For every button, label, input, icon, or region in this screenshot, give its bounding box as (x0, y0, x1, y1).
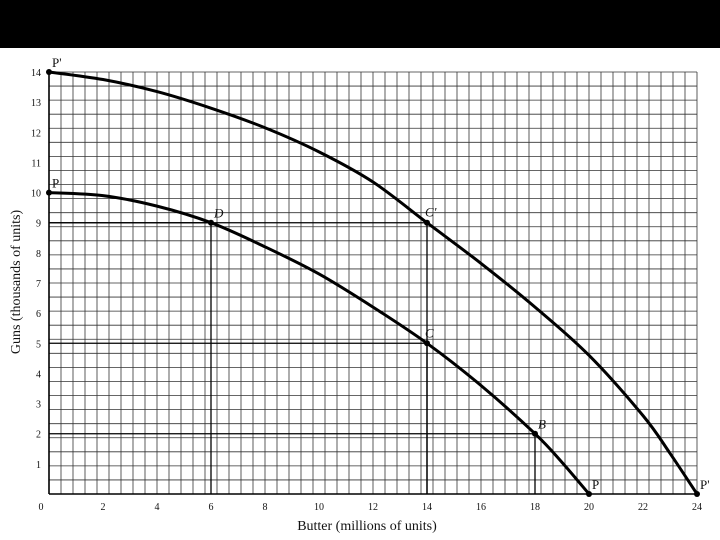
y-tick-label: 14 (31, 68, 41, 79)
x-tick-label: 20 (584, 502, 594, 513)
x-tick-label: 8 (263, 502, 268, 513)
y-tick-label: 9 (36, 219, 41, 230)
y-tick-label: 12 (31, 128, 41, 139)
x-tick-label: 24 (692, 502, 702, 513)
series-line-Pprime (48, 70, 699, 495)
x-tick-label: 2 (101, 502, 106, 513)
x-tick-label: 10 (314, 502, 324, 513)
data-point (46, 69, 52, 75)
point-label: P (592, 477, 599, 492)
point-label: P' (52, 55, 62, 70)
x-axis-label: Butter (millions of units) (297, 519, 437, 534)
data-point (424, 219, 430, 226)
x-tick-label: 22 (638, 502, 648, 513)
labeled-points: P' P D C' C B P P' (46, 55, 710, 497)
point-label: P (52, 176, 59, 191)
data-point (586, 491, 592, 497)
y-axis-label: Guns (thousands of units) (9, 210, 24, 355)
top-black-bar (0, 0, 720, 48)
point-label: D (213, 206, 224, 221)
point-label: C (425, 325, 434, 340)
x-tick-label: 12 (368, 502, 378, 513)
point-label: B (538, 417, 546, 432)
x-tick-label: 4 (155, 502, 160, 513)
x-tick-label: 6 (209, 502, 214, 513)
y-tick-label: 6 (36, 309, 41, 320)
y-tick-label: 5 (36, 339, 41, 350)
y-tick-label: 11 (31, 158, 41, 169)
point-label: C' (425, 205, 437, 220)
x-tick-label: 14 (422, 502, 432, 513)
x-tick-label: 16 (476, 502, 486, 513)
point-label: P' (700, 477, 710, 492)
y-tick-label: 3 (36, 400, 41, 411)
chart-grid (48, 71, 698, 495)
reference-lines (49, 222, 536, 494)
data-point (46, 189, 52, 196)
y-tick-label: 13 (31, 98, 41, 109)
y-tick-label: 2 (36, 430, 41, 441)
y-tick-label: 1 (36, 460, 41, 471)
y-tick-label: 7 (36, 279, 41, 290)
data-point (532, 430, 538, 437)
x-tick-label: 18 (530, 502, 540, 513)
data-point (208, 219, 214, 226)
data-point (424, 340, 430, 347)
y-tick-label: 4 (36, 369, 41, 380)
y-tick-label: 10 (31, 189, 41, 200)
x-tick-label: 0 (39, 502, 44, 513)
data-point (694, 491, 700, 497)
y-tick-label: 8 (36, 249, 41, 260)
